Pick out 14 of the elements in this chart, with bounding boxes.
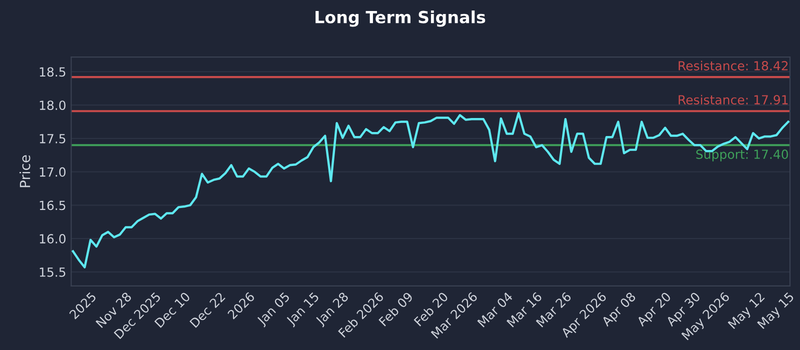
y-tick-label: 16.5	[40, 200, 66, 210]
y-axis-title: Price	[20, 155, 30, 188]
ref-line-label: Resistance: 17.91	[678, 94, 788, 105]
line-series	[72, 112, 790, 268]
chart-title: Long Term Signals	[316, 10, 486, 27]
y-tick-label: 18.5	[40, 67, 66, 77]
ref-line-label: Resistance: 18.42	[678, 60, 788, 70]
y-tick-label: 18.0	[40, 100, 66, 110]
y-tick-label: 16.0	[40, 234, 66, 244]
y-tick-label: 15.5	[40, 268, 66, 277]
y-tick-label: 17.5	[40, 134, 66, 144]
y-tick-label: 17.0	[40, 167, 66, 177]
ref-line-label: Support: 17.40	[696, 150, 788, 162]
x-tick-label: Dec 22	[189, 292, 226, 328]
